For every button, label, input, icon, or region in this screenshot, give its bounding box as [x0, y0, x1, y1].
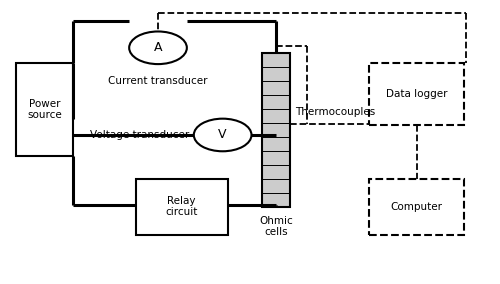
Bar [370, 179, 464, 235]
Text: Data logger: Data logger [386, 89, 448, 99]
Text: Power
source: Power source [28, 99, 62, 120]
Text: Voltage transducer: Voltage transducer [90, 130, 189, 140]
Text: Computer: Computer [390, 202, 442, 212]
Text: A: A [154, 41, 162, 54]
Circle shape [194, 119, 252, 151]
Bar [136, 179, 228, 235]
Text: Current transducer: Current transducer [108, 76, 208, 86]
Bar [262, 53, 290, 207]
Text: V: V [218, 128, 227, 141]
Bar [370, 63, 464, 125]
Text: Thermocouples: Thermocouples [295, 107, 375, 117]
Circle shape [129, 32, 187, 64]
Bar [16, 63, 74, 156]
Text: Ohmic
cells: Ohmic cells [259, 216, 293, 237]
Text: Relay
circuit: Relay circuit [166, 196, 198, 218]
